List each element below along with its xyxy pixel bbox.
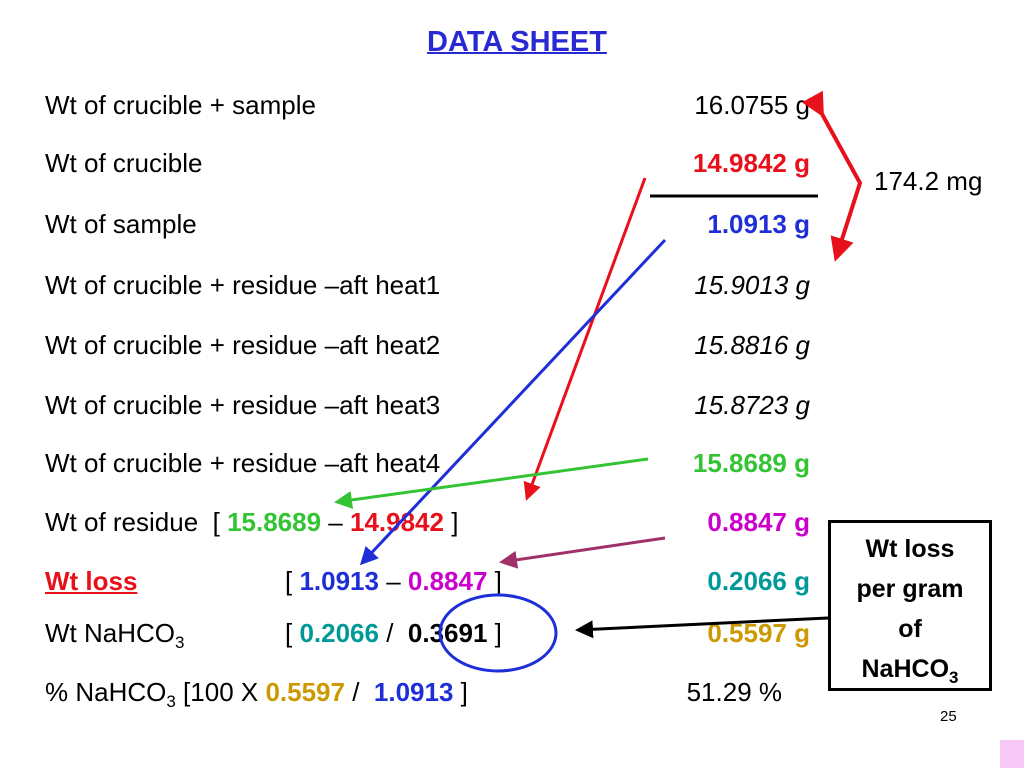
text-part: Wt of crucible + residue –aft heat1 bbox=[45, 270, 441, 300]
row-value: 15.9013 g bbox=[510, 270, 810, 300]
arrow bbox=[575, 616, 829, 639]
text-part: ] bbox=[453, 677, 468, 707]
row-formula: [ 1.0913 – 0.8847 ] bbox=[285, 566, 502, 596]
text-part: 1.0913 bbox=[299, 566, 379, 596]
text-part: Wt of crucible + residue –aft heat4 bbox=[45, 448, 441, 478]
text-part: [100 X bbox=[175, 677, 266, 707]
row-label: Wt of crucible + residue –aft heat3 bbox=[45, 390, 440, 420]
highlight-circle bbox=[438, 593, 558, 673]
text-part: – bbox=[321, 507, 350, 537]
text-part: Wt of residue [ bbox=[45, 507, 228, 537]
title: DATA SHEET bbox=[427, 26, 607, 58]
row-value: 0.2066 g bbox=[510, 566, 810, 596]
text-part: Wt of crucible + sample bbox=[45, 90, 316, 120]
text-part: 15.8689 bbox=[227, 507, 322, 537]
row-label: % NaHCO3 [100 X 0.5597 / 1.0913 ] bbox=[45, 677, 468, 710]
text-part: 1.0913 bbox=[373, 677, 454, 707]
row-label: Wt of crucible + residue –aft heat1 bbox=[45, 270, 440, 300]
arrow bbox=[523, 177, 647, 501]
text-part: 0.5597 bbox=[265, 677, 345, 707]
text-part: ] bbox=[487, 618, 502, 648]
text-part: 0.8847 g bbox=[707, 507, 810, 537]
row-label: Wt loss bbox=[45, 566, 137, 596]
text-part: [ bbox=[285, 618, 300, 648]
text-part: 14.9842 bbox=[349, 507, 444, 537]
text-part: 0.3691 bbox=[407, 618, 488, 648]
text-part: 16.0755 g bbox=[694, 90, 810, 120]
arrow bbox=[499, 536, 666, 569]
page-number: 25 bbox=[940, 708, 957, 725]
text-part: 3 bbox=[166, 692, 176, 711]
row-value: 16.0755 g bbox=[510, 90, 810, 120]
text-part: ] bbox=[443, 507, 459, 537]
text-part: Wt loss bbox=[45, 566, 138, 596]
text-part: Wt of crucible + residue –aft heat2 bbox=[45, 330, 441, 360]
text-part: Wt of crucible bbox=[45, 148, 203, 178]
text-part: 0.2066 g bbox=[707, 566, 810, 596]
bracket-arrow bbox=[801, 90, 863, 262]
row-formula: [ 0.2066 / 0.3691 ] bbox=[285, 618, 502, 648]
text-part: per gram bbox=[856, 575, 964, 603]
text-part: / bbox=[344, 677, 374, 707]
text-part: 15.9013 g bbox=[694, 270, 810, 300]
text-part: Wt of sample bbox=[45, 209, 197, 239]
text-part: 15.8689 g bbox=[692, 448, 810, 478]
corner-mark bbox=[1000, 740, 1024, 768]
row-value: 15.8723 g bbox=[510, 390, 810, 420]
text-part: 15.8723 g bbox=[694, 390, 810, 420]
text-part: Wt NaHCO bbox=[45, 618, 175, 648]
text-part: Wt loss bbox=[865, 535, 955, 563]
row-value: 15.8816 g bbox=[510, 330, 810, 360]
text-part: / bbox=[378, 618, 408, 648]
row-label: Wt of crucible + sample bbox=[45, 90, 316, 120]
row-value: 15.8689 g bbox=[510, 448, 810, 478]
row-label: Wt NaHCO3 bbox=[45, 618, 184, 651]
row-value: 0.8847 g bbox=[510, 507, 810, 537]
row-label: Wt of crucible + residue –aft heat4 bbox=[45, 448, 440, 478]
row-label: Wt of sample bbox=[45, 209, 197, 239]
text-part: ] bbox=[487, 566, 502, 596]
text-part: 15.8816 g bbox=[694, 330, 810, 360]
note-box: Wt loss per gram of NaHCO3 bbox=[828, 520, 992, 691]
text-part: 0.2066 bbox=[299, 618, 379, 648]
text-part: of bbox=[898, 615, 922, 643]
text-part: Wt of crucible + residue –aft heat3 bbox=[45, 390, 441, 420]
row-value: 51.29 % bbox=[482, 677, 782, 707]
row-label: Wt of residue [ 15.8689 – 14.9842 ] bbox=[45, 507, 458, 537]
text-part: 3 bbox=[949, 668, 959, 687]
text-part: 0.8847 bbox=[407, 566, 488, 596]
arrow bbox=[334, 457, 649, 509]
difference-note: 174.2 mg bbox=[874, 166, 983, 196]
text-part: NaHCO bbox=[861, 655, 950, 683]
text-part: – bbox=[378, 566, 408, 596]
row-label: Wt of crucible bbox=[45, 148, 203, 178]
row-label: Wt of crucible + residue –aft heat2 bbox=[45, 330, 440, 360]
text-part: [ bbox=[285, 566, 300, 596]
arrow bbox=[359, 238, 667, 566]
text-part: 3 bbox=[175, 633, 185, 652]
text-part: 51.29 % bbox=[686, 677, 782, 707]
text-part: % NaHCO bbox=[45, 677, 167, 707]
